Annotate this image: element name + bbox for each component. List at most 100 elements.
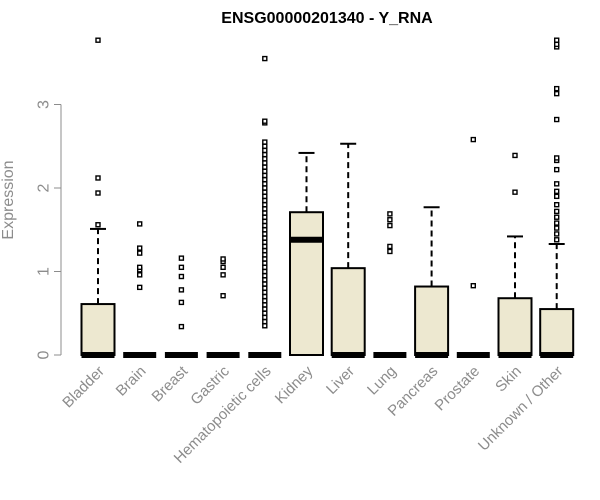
outlier-point bbox=[262, 243, 268, 250]
box-rect bbox=[414, 285, 450, 356]
outlier-point bbox=[262, 118, 268, 124]
x-tick-label: Kidney bbox=[272, 362, 317, 407]
outlier-point bbox=[554, 181, 560, 187]
box-bladder bbox=[80, 37, 116, 358]
outlier-point bbox=[262, 176, 268, 183]
y-axis-label: Expression bbox=[0, 160, 17, 239]
outlier-point bbox=[178, 287, 185, 293]
outlier-point bbox=[262, 318, 268, 325]
outlier-point bbox=[262, 235, 268, 241]
y-tick-label: 3 bbox=[36, 100, 53, 109]
axes: 0 1 2 3 bbox=[36, 100, 62, 359]
outlier-point bbox=[220, 293, 226, 299]
outlier-point bbox=[387, 217, 393, 223]
outlier-point bbox=[262, 323, 268, 329]
outlier-point bbox=[262, 197, 268, 204]
outlier-point bbox=[262, 55, 268, 62]
box-rect bbox=[289, 211, 324, 356]
outlier-point bbox=[220, 272, 226, 278]
x-tick-label: Breast bbox=[149, 362, 192, 405]
outlier-point bbox=[554, 225, 560, 231]
outlier-point bbox=[554, 166, 560, 173]
outlier-point bbox=[262, 268, 268, 275]
outlier-point bbox=[262, 189, 268, 195]
outlier-point bbox=[178, 255, 185, 261]
outlier-point bbox=[554, 231, 560, 237]
outlier-point bbox=[220, 256, 226, 262]
outlier-point bbox=[262, 289, 268, 296]
outlier-point bbox=[262, 214, 268, 220]
y-tick-label: 2 bbox=[36, 183, 53, 192]
outlier-point bbox=[136, 250, 143, 256]
x-tick-label: Liver bbox=[323, 363, 358, 398]
outlier-point bbox=[554, 85, 560, 92]
outlier-point bbox=[470, 136, 476, 143]
outlier-point bbox=[554, 41, 560, 48]
outlier-point bbox=[554, 116, 560, 123]
outlier-point bbox=[262, 277, 268, 283]
outlier-point bbox=[262, 302, 268, 308]
outlier-point bbox=[262, 139, 268, 145]
box-rect bbox=[539, 308, 575, 357]
box-rect bbox=[497, 297, 533, 356]
outlier-point bbox=[554, 155, 560, 161]
outlier-point bbox=[262, 210, 268, 216]
outlier-point bbox=[262, 285, 268, 291]
x-tick-label: Prostate bbox=[432, 363, 484, 415]
outlier-point bbox=[262, 310, 268, 316]
outlier-point bbox=[262, 185, 268, 191]
outlier-point bbox=[262, 260, 268, 266]
outlier-point bbox=[262, 281, 268, 287]
outlier-point bbox=[387, 248, 393, 255]
outlier-point bbox=[554, 237, 560, 243]
outlier-point bbox=[136, 264, 143, 271]
outlier-point bbox=[136, 221, 143, 227]
outlier-point bbox=[262, 227, 268, 233]
y-tick-label: 0 bbox=[36, 350, 53, 359]
outlier-point bbox=[262, 193, 268, 200]
x-tick-label: Lung bbox=[364, 363, 400, 399]
outlier-point bbox=[262, 206, 268, 212]
outlier-point bbox=[387, 211, 393, 217]
x-tick-label: Skin bbox=[492, 363, 525, 396]
y-tick-label: 1 bbox=[36, 267, 53, 276]
outlier-point bbox=[262, 218, 268, 225]
outlier-point bbox=[262, 314, 268, 321]
outlier-point bbox=[262, 298, 268, 304]
outlier-point bbox=[554, 201, 560, 208]
box-liver bbox=[330, 142, 366, 358]
outlier-point bbox=[178, 323, 185, 330]
box-hematopoietic-cells bbox=[248, 55, 282, 358]
boxes-group bbox=[80, 37, 575, 358]
outlier-point bbox=[554, 220, 560, 226]
box-skin bbox=[497, 152, 533, 358]
outlier-point bbox=[262, 172, 268, 179]
outlier-point bbox=[178, 299, 185, 306]
outlier-point bbox=[554, 193, 560, 200]
outlier-point bbox=[136, 272, 143, 278]
outlier-point bbox=[262, 247, 268, 254]
outlier-point bbox=[262, 143, 268, 149]
box-pancreas bbox=[414, 206, 450, 358]
outlier-point bbox=[554, 37, 560, 43]
box-rect bbox=[330, 267, 366, 356]
box-brain bbox=[123, 221, 157, 358]
outlier-point bbox=[262, 147, 268, 154]
outlier-point bbox=[262, 151, 268, 158]
box-unknown-other bbox=[539, 37, 575, 358]
box-prostate bbox=[456, 136, 490, 358]
outlier-point bbox=[262, 168, 268, 175]
chart-title: ENSG00000201340 - Y_RNA bbox=[221, 10, 433, 27]
box-lung bbox=[373, 211, 407, 358]
outlier-point bbox=[262, 306, 268, 312]
outlier-point bbox=[512, 152, 518, 159]
outlier-point bbox=[554, 90, 560, 97]
outlier-point bbox=[554, 214, 560, 220]
box-kidney bbox=[289, 151, 324, 356]
x-tick-label: Brain bbox=[113, 363, 150, 400]
outlier-point bbox=[220, 264, 226, 271]
outlier-point bbox=[262, 256, 268, 262]
outlier-point bbox=[136, 284, 143, 291]
